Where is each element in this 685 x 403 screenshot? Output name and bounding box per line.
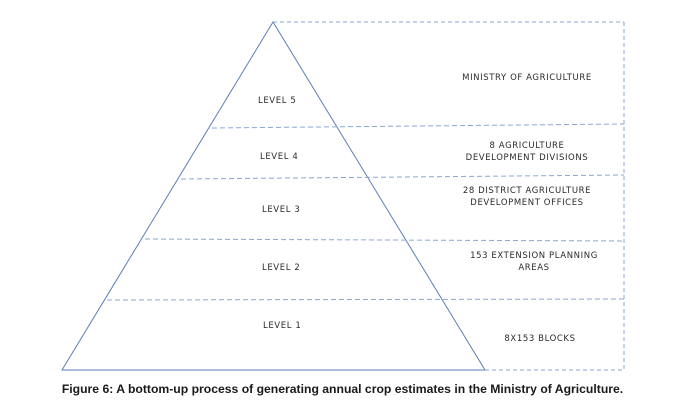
level-2-description-line-2: AREAS	[518, 263, 549, 273]
level-3-description-line-2: DEVELOPMENT OFFICES	[470, 198, 583, 208]
level-4-description-line-2: DEVELOPMENT DIVISIONS	[466, 153, 589, 163]
level-3-description-line-1: 28 DISTRICT AGRICULTURE	[463, 186, 591, 196]
level-2-description-line-1: 153 EXTENSION PLANNING	[470, 251, 598, 261]
level-4-description-line-1: 8 AGRICULTURE	[490, 141, 565, 151]
level-5-description: MINISTRY OF AGRICULTURE	[462, 73, 592, 83]
divider-level3-level2	[144, 238, 625, 242]
level-1-description: 8X153 BLOCKS	[504, 334, 575, 344]
divider-level5-level4	[211, 123, 625, 129]
figure-caption: Figure 6: A bottom-up process of generat…	[61, 382, 624, 396]
level-2-label: LEVEL 2	[262, 263, 300, 273]
level-1-label: LEVEL 1	[263, 321, 301, 331]
divider-level2-level1	[106, 298, 625, 301]
level-5-label: LEVEL 5	[258, 96, 296, 106]
divider-level4-level3	[180, 174, 625, 180]
pyramid-outline	[61, 21, 486, 371]
level-4-label: LEVEL 4	[260, 152, 298, 162]
level-3-label: LEVEL 3	[262, 205, 300, 215]
